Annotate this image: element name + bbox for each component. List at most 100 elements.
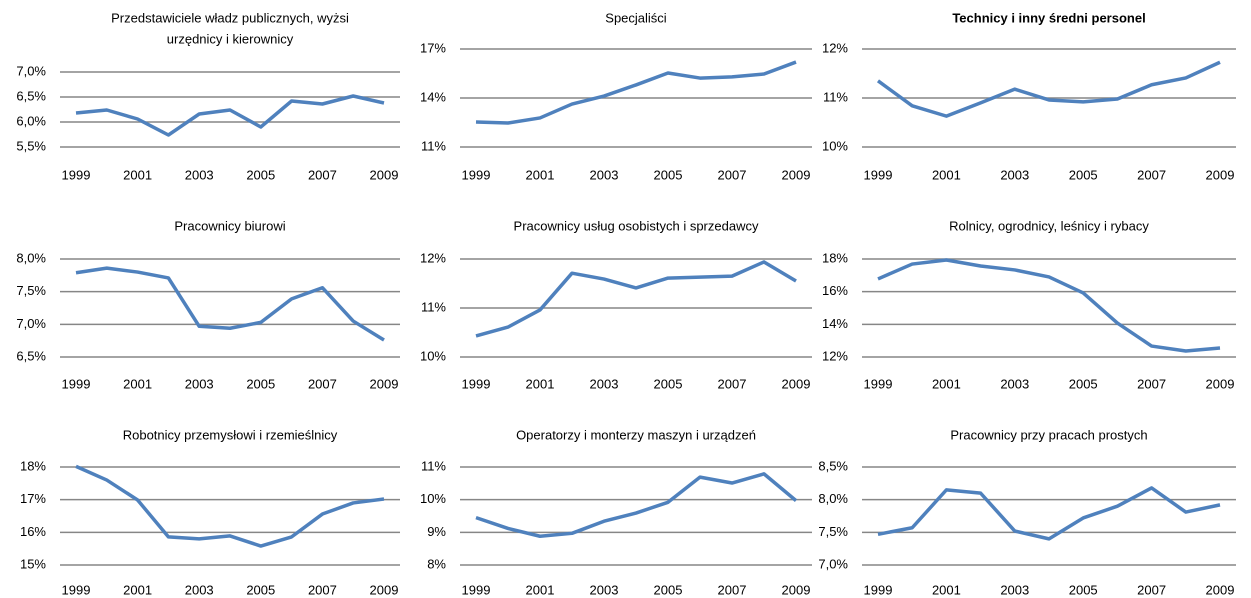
y-tick-label: 11% [421, 138, 446, 153]
data-line [475, 60, 797, 125]
x-tick-label: 2001 [123, 376, 152, 391]
x-tick-label: 2003 [185, 376, 214, 391]
y-tick-label: 6,5% [16, 88, 46, 103]
y-tick-label: 17% [20, 491, 46, 506]
x-tick-label: 2009 [370, 167, 399, 182]
chart-title: Robotnicy przemysłowi i rzemieślnicy [123, 427, 338, 442]
x-tick-label: 2003 [185, 167, 214, 182]
y-tick-label: 18% [20, 458, 46, 473]
chart-title: Przedstawiciele władz publicznych, wyżsi [111, 10, 349, 25]
y-tick-label: 6,5% [16, 348, 46, 363]
data-line [877, 486, 1221, 541]
x-tick-label: 2001 [932, 582, 961, 597]
x-tick-label: 2007 [1137, 376, 1166, 391]
y-tick-label: 14% [822, 316, 848, 331]
x-tick-label: 2001 [123, 167, 152, 182]
x-tick-label: 2009 [1206, 376, 1235, 391]
x-tick-label: 2003 [1000, 582, 1029, 597]
x-tick-label: 2007 [1137, 167, 1166, 182]
y-tick-label: 7,5% [16, 283, 46, 298]
y-tick-label: 5,5% [16, 138, 46, 153]
x-tick-label: 2001 [932, 376, 961, 391]
y-tick-label: 14% [420, 89, 446, 104]
x-tick-label: 2009 [782, 376, 811, 391]
x-tick-label: 2003 [590, 376, 619, 391]
x-tick-label: 2001 [932, 167, 961, 182]
chart-title: urzędnicy i kierownicy [167, 31, 294, 46]
y-tick-label: 9% [427, 524, 446, 539]
x-tick-label: 2007 [1137, 582, 1166, 597]
x-tick-label: 2005 [654, 167, 683, 182]
x-tick-label: 2007 [308, 167, 337, 182]
y-tick-label: 6,0% [16, 113, 46, 128]
x-tick-label: 1999 [462, 582, 491, 597]
data-line [877, 258, 1221, 353]
y-tick-label: 12% [420, 250, 446, 265]
x-tick-label: 2003 [1000, 376, 1029, 391]
y-tick-label: 10% [420, 348, 446, 363]
y-tick-label: 16% [822, 283, 848, 298]
y-tick-label: 17% [420, 40, 446, 55]
x-tick-label: 2001 [526, 376, 555, 391]
x-tick-label: 1999 [462, 167, 491, 182]
x-tick-label: 2005 [1069, 582, 1098, 597]
y-tick-label: 10% [822, 138, 848, 153]
x-tick-label: 2009 [782, 167, 811, 182]
y-tick-label: 8,5% [818, 458, 848, 473]
y-tick-label: 8,0% [818, 491, 848, 506]
x-tick-label: 2007 [308, 582, 337, 597]
x-tick-label: 2009 [1206, 582, 1235, 597]
x-tick-label: 2003 [590, 582, 619, 597]
x-tick-label: 2005 [1069, 167, 1098, 182]
chart-title: Pracownicy biurowi [174, 218, 285, 233]
x-tick-label: 2005 [246, 582, 275, 597]
y-tick-label: 12% [822, 348, 848, 363]
x-tick-label: 2009 [782, 582, 811, 597]
y-tick-label: 15% [20, 556, 46, 571]
y-tick-label: 16% [20, 524, 46, 539]
x-tick-label: 1999 [864, 376, 893, 391]
chart-title: Pracownicy usług osobistych i sprzedawcy [514, 218, 759, 233]
x-tick-label: 2003 [590, 167, 619, 182]
data-line [475, 472, 798, 539]
x-tick-label: 2001 [526, 582, 555, 597]
data-line [75, 266, 385, 342]
x-tick-label: 1999 [462, 376, 491, 391]
y-tick-label: 8,0% [16, 250, 46, 265]
x-tick-label: 1999 [864, 582, 893, 597]
x-tick-label: 2005 [246, 376, 275, 391]
x-tick-label: 2009 [1206, 167, 1235, 182]
chart-title: Pracownicy przy pracach prostych [950, 427, 1147, 442]
x-tick-label: 2005 [654, 376, 683, 391]
x-tick-label: 2005 [654, 582, 683, 597]
y-tick-label: 10% [420, 491, 446, 506]
y-tick-label: 18% [822, 250, 848, 265]
chart-title: Technicy i inny średni personel [952, 10, 1145, 25]
y-tick-label: 7,5% [818, 524, 848, 539]
y-tick-label: 7,0% [818, 556, 848, 571]
x-tick-label: 2003 [1000, 167, 1029, 182]
data-line [75, 464, 385, 548]
x-tick-label: 2005 [246, 167, 275, 182]
y-tick-label: 7,0% [16, 63, 46, 78]
x-tick-label: 2009 [370, 582, 399, 597]
y-tick-label: 11% [421, 458, 446, 473]
x-tick-label: 2003 [185, 582, 214, 597]
chart-title: Operatorzy i monterzy maszyn i urządzeń [516, 427, 756, 442]
x-tick-label: 2007 [718, 167, 747, 182]
x-tick-label: 1999 [864, 167, 893, 182]
x-tick-label: 2007 [308, 376, 337, 391]
x-tick-label: 2007 [718, 376, 747, 391]
x-tick-label: 2001 [123, 582, 152, 597]
y-tick-label: 8% [427, 556, 446, 571]
chart-title: Specjaliści [605, 10, 667, 25]
y-tick-label: 11% [421, 299, 446, 314]
x-tick-label: 2007 [718, 582, 747, 597]
data-line [876, 60, 1221, 118]
x-tick-label: 1999 [62, 582, 91, 597]
x-tick-label: 2005 [1069, 376, 1098, 391]
data-line [75, 94, 385, 137]
y-tick-label: 11% [823, 89, 848, 104]
x-tick-label: 2001 [526, 167, 555, 182]
